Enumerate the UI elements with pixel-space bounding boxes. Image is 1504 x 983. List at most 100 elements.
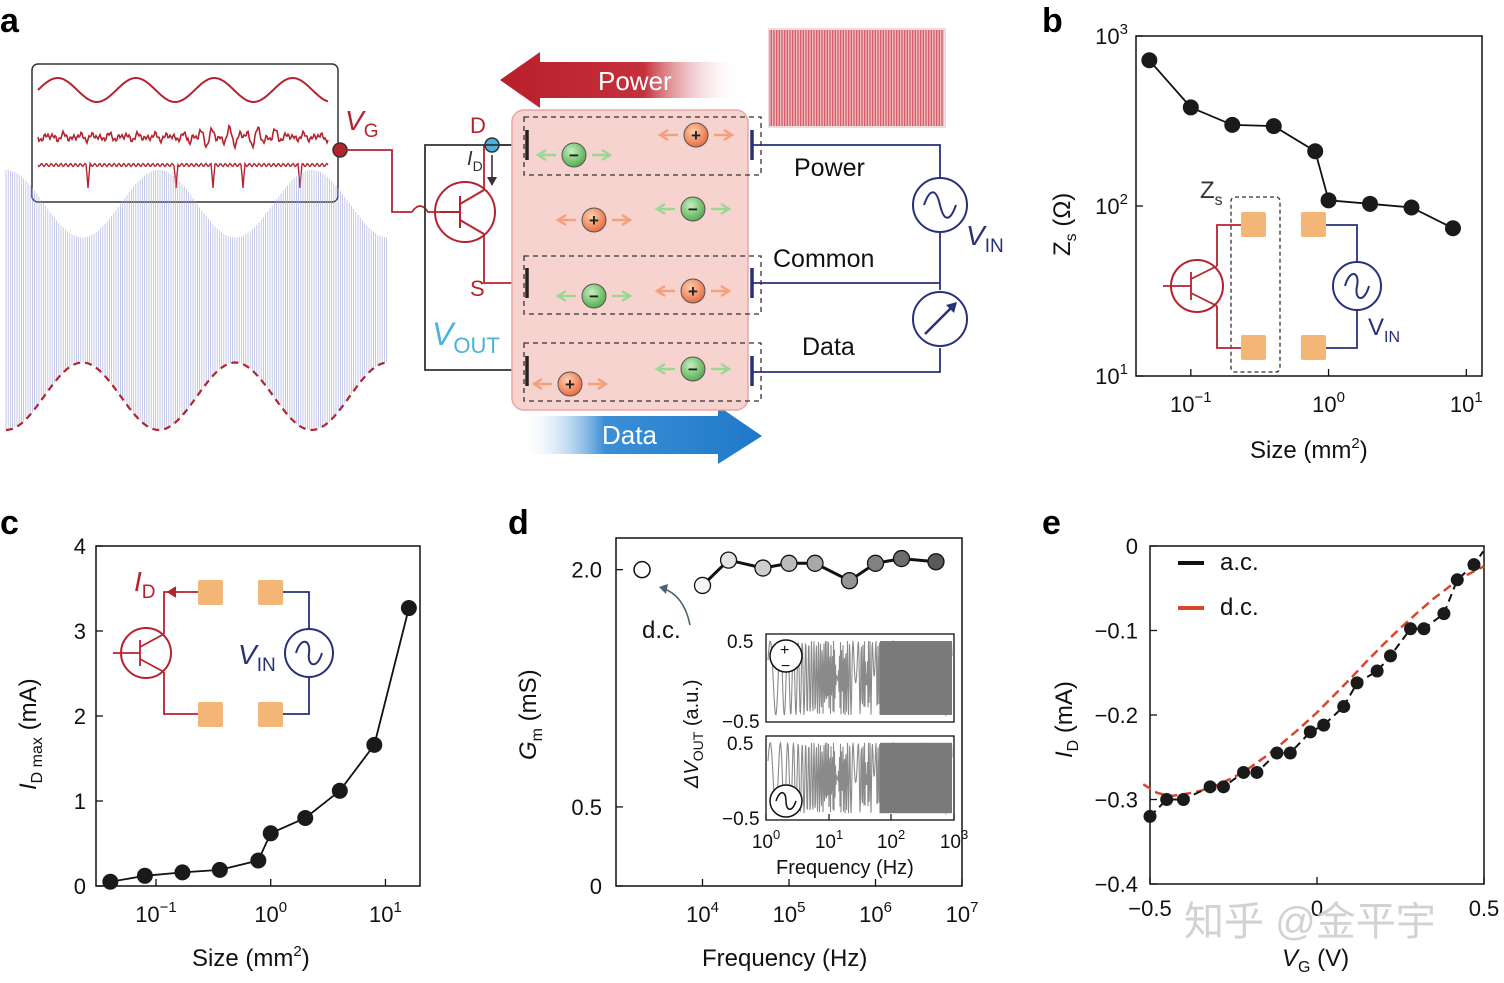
anion: − [654, 196, 732, 222]
cation: + [555, 207, 633, 233]
chirp-dense-region [880, 641, 952, 715]
panel-d: d 104 105 106 107 0 0.5 2.0 d.c. Frequency (Hz… [508, 504, 978, 972]
id-label: ID [467, 148, 483, 174]
tick-label: 105 [773, 899, 806, 927]
hf-red-waveform [769, 30, 944, 126]
x-axis-title-c: Size (mm2) [192, 943, 310, 972]
anion: − [555, 283, 633, 309]
axis-ticks-e: −0.5 0 0.5 0 −0.1 −0.2 −0.3 −0.4 [1095, 534, 1500, 921]
chirp-dense-region [880, 742, 952, 814]
channel-label-power: Power [794, 154, 865, 182]
power-arrow [500, 52, 740, 108]
zs-dashed-box [1230, 196, 1281, 373]
plus-symbol: + [780, 642, 789, 659]
minus-symbol: − [569, 146, 579, 165]
envelope-dashed-line [5, 361, 388, 432]
data-point-ac [1317, 718, 1331, 732]
data-point [331, 782, 348, 799]
data-point [719, 551, 738, 569]
spike-waveform [37, 161, 329, 189]
data-point [1182, 99, 1199, 116]
series-line-dc [1142, 565, 1485, 798]
data-point-ac [1437, 607, 1451, 621]
channel-label-data: Data [802, 333, 855, 361]
pad [1241, 212, 1266, 237]
inset-ytick: −0.5 [722, 809, 760, 830]
pad [1301, 335, 1326, 360]
channel-substrate [511, 109, 749, 411]
data-point-ac [1237, 765, 1251, 779]
carrier-lines [5, 170, 387, 430]
data-point-ac [1383, 649, 1397, 663]
tick-label: 10−1 [1170, 389, 1212, 417]
legend-label-dc: d.c. [1220, 594, 1259, 621]
data-point-ac [1160, 793, 1174, 806]
tick-label: 107 [946, 899, 979, 927]
modulated-carrier-waveform [5, 170, 387, 430]
data-point [366, 736, 383, 753]
data-point [840, 572, 859, 590]
tick-label: 100 [752, 827, 780, 853]
plus-symbol: + [589, 211, 599, 230]
data-point [174, 864, 191, 881]
inset-ytick: 0.5 [727, 734, 753, 755]
panel-letter-c: c [0, 504, 19, 542]
anion: − [654, 356, 732, 382]
data-points-c [102, 600, 417, 890]
data-point [892, 549, 911, 568]
vin-label-b: VIN [1368, 314, 1400, 346]
data-point [866, 554, 885, 572]
plot-frame-b [1135, 35, 1483, 377]
data-points-d [633, 549, 945, 595]
output-wire [424, 144, 527, 371]
vout-label: VOUT [432, 316, 500, 358]
tick-label: 0 [74, 874, 86, 899]
pad [1241, 335, 1266, 360]
inset-ytick: −0.5 [722, 712, 760, 733]
tick-label: 0.5 [571, 795, 602, 820]
pad [198, 580, 223, 605]
tick-label: 0.5 [1469, 896, 1500, 921]
tick-label: 100 [254, 899, 287, 927]
data-arrow-label: Data [602, 420, 657, 450]
y-axis-title-b: Zs (Ω) [1049, 193, 1080, 256]
noisy-waveform [37, 123, 329, 151]
inset-x-axis-title: Frequency (Hz) [776, 857, 914, 879]
ions: − + + − − + + − [531, 122, 735, 397]
data-point [780, 554, 798, 572]
tick-label: 1 [74, 789, 86, 814]
source-label: S [470, 276, 485, 301]
data-point-ac [1467, 558, 1481, 572]
cation: + [531, 371, 609, 397]
x-axis-title-b: Size (mm2) [1250, 435, 1368, 464]
data-series-e [1142, 549, 1485, 823]
data-point [1265, 118, 1282, 135]
inset-x-ticks: 100 101 102 103 [752, 814, 968, 853]
zs-label: Zs [1200, 177, 1223, 209]
tick-label: 0 [590, 874, 602, 899]
pad [258, 580, 283, 605]
data-point-ac [1350, 676, 1364, 690]
plus-symbol: + [688, 282, 698, 301]
tick-label: 100 [1312, 389, 1345, 417]
common-channel-box [523, 255, 762, 315]
data-point-ac [1203, 780, 1217, 794]
transistor-symbol [440, 189, 485, 235]
data-point [211, 861, 228, 878]
data-point [102, 873, 119, 890]
minus-symbol: − [688, 360, 698, 379]
y-axis-title-c: ID max (mA) [15, 678, 46, 790]
pad [1301, 212, 1326, 237]
panel-a: a VG D S ID VOUT Power Data [0, 2, 1004, 464]
tick-label: 0 [1126, 534, 1138, 559]
tick-label: 104 [686, 899, 719, 927]
series-line-ac [1149, 563, 1475, 818]
data-point-ac [1250, 765, 1264, 779]
data-point-ac [1143, 809, 1157, 823]
data-arrow [520, 406, 762, 464]
id-label-c: ID [134, 566, 156, 603]
cation: + [657, 122, 735, 148]
tick-label: 2.0 [571, 558, 602, 583]
